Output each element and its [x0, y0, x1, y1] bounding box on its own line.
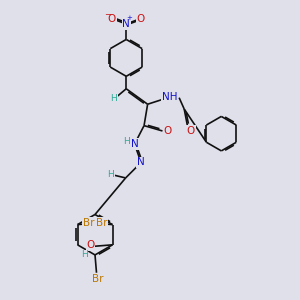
Text: +: + — [127, 15, 132, 21]
Text: O: O — [187, 126, 195, 136]
Text: Br: Br — [92, 274, 104, 284]
Text: O: O — [86, 240, 94, 250]
Text: H: H — [107, 170, 114, 179]
Text: H: H — [81, 250, 88, 259]
Text: NH: NH — [162, 92, 177, 102]
Text: H: H — [110, 94, 117, 103]
Text: −: − — [104, 10, 111, 19]
Text: N: N — [137, 158, 145, 167]
Text: Br: Br — [83, 218, 94, 228]
Text: O: O — [164, 126, 172, 136]
Text: O: O — [108, 14, 116, 24]
Text: O: O — [136, 14, 145, 24]
Text: H: H — [123, 136, 130, 146]
Text: Br: Br — [95, 218, 107, 228]
Text: N: N — [122, 19, 130, 29]
Text: N: N — [131, 139, 138, 149]
